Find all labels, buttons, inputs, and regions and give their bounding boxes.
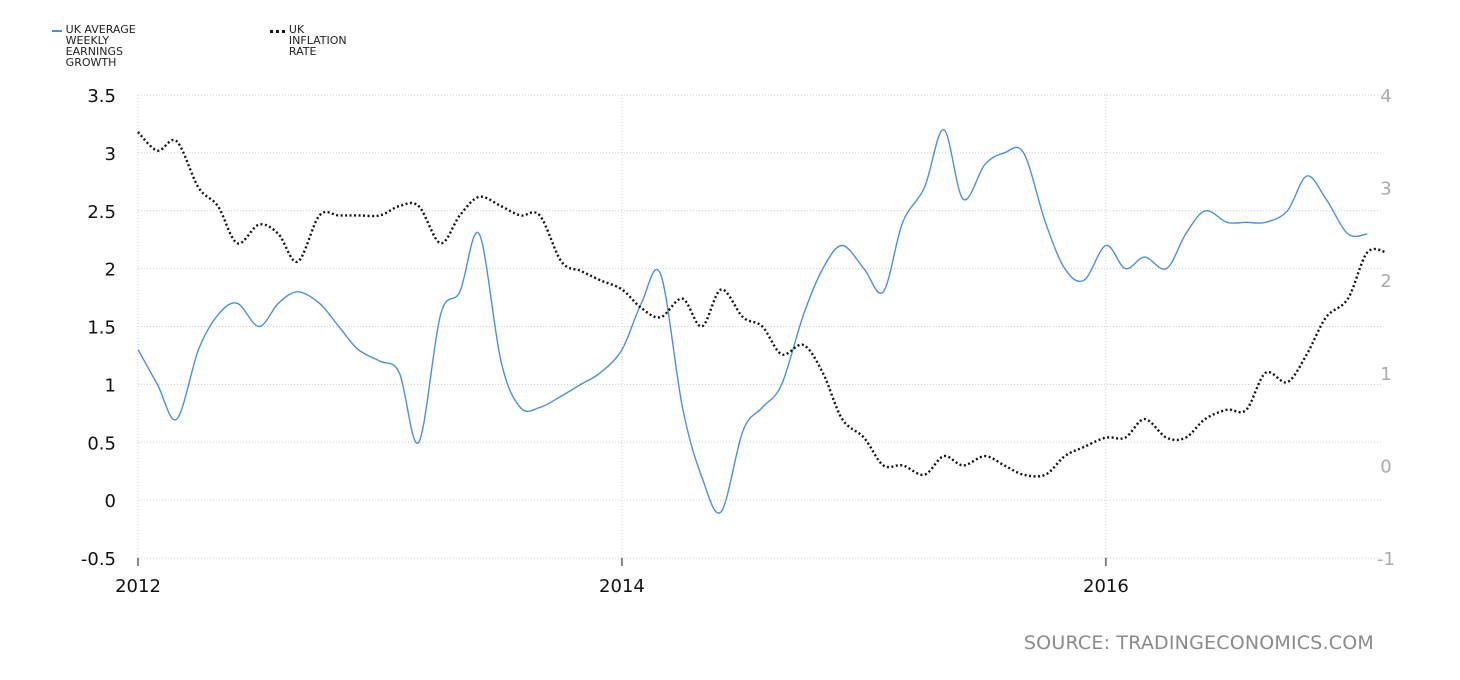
x-tick-label: 2012 [115,576,161,597]
legend-swatch-inflation [270,30,285,33]
legend-label-earnings-line2: GROWTH [65,56,117,69]
grid-lines [137,94,1382,559]
y-right-tick-label: 3 [1380,179,1391,200]
series-lines [137,128,1387,514]
y-left-tick-label: 1.5 [87,318,116,339]
x-tick-label: 2016 [1083,576,1129,597]
left-axis-ticks: -0.5 0 0.5 1 1.5 2 2.5 3 3.5 [81,86,116,570]
y-left-tick-label: 2.5 [87,202,116,223]
right-axis-ticks: -1 0 1 2 3 4 [1377,86,1395,570]
y-right-tick-label: 0 [1380,456,1391,477]
y-right-tick-label: 1 [1380,364,1391,385]
y-right-tick-label: -1 [1377,549,1395,570]
source-credit: SOURCE: TRADINGECONOMICS.COM [1023,632,1374,654]
series-line-inflation [137,131,1387,478]
y-left-tick-label: 1 [105,375,116,396]
series-line-earnings [137,128,1368,514]
y-left-tick-label: -0.5 [81,549,116,570]
y-left-tick-label: 3.5 [87,86,116,107]
legend-item-inflation[interactable]: UK INFLATION RATE [270,24,356,57]
y-right-tick-label: 4 [1380,86,1391,107]
legend-label-earnings: UK AVERAGE WEEKLY EARNINGS GROWTH [66,24,138,68]
x-axis-ticks: 2012 2014 2016 [115,558,1129,597]
y-left-tick-label: 2 [105,260,116,281]
y-left-tick-label: 3 [105,144,116,165]
y-right-tick-label: 2 [1380,271,1391,292]
legend-swatch-earnings [52,30,62,32]
x-tick-label: 2014 [599,576,645,597]
y-left-tick-label: 0 [105,491,116,512]
y-left-tick-label: 0.5 [87,433,116,454]
legend-item-earnings[interactable]: UK AVERAGE WEEKLY EARNINGS GROWTH [52,24,137,68]
legend-label-inflation: UK INFLATION RATE [288,23,347,58]
legend-label-earnings-line1: UK AVERAGE WEEKLY EARNINGS [65,23,136,58]
